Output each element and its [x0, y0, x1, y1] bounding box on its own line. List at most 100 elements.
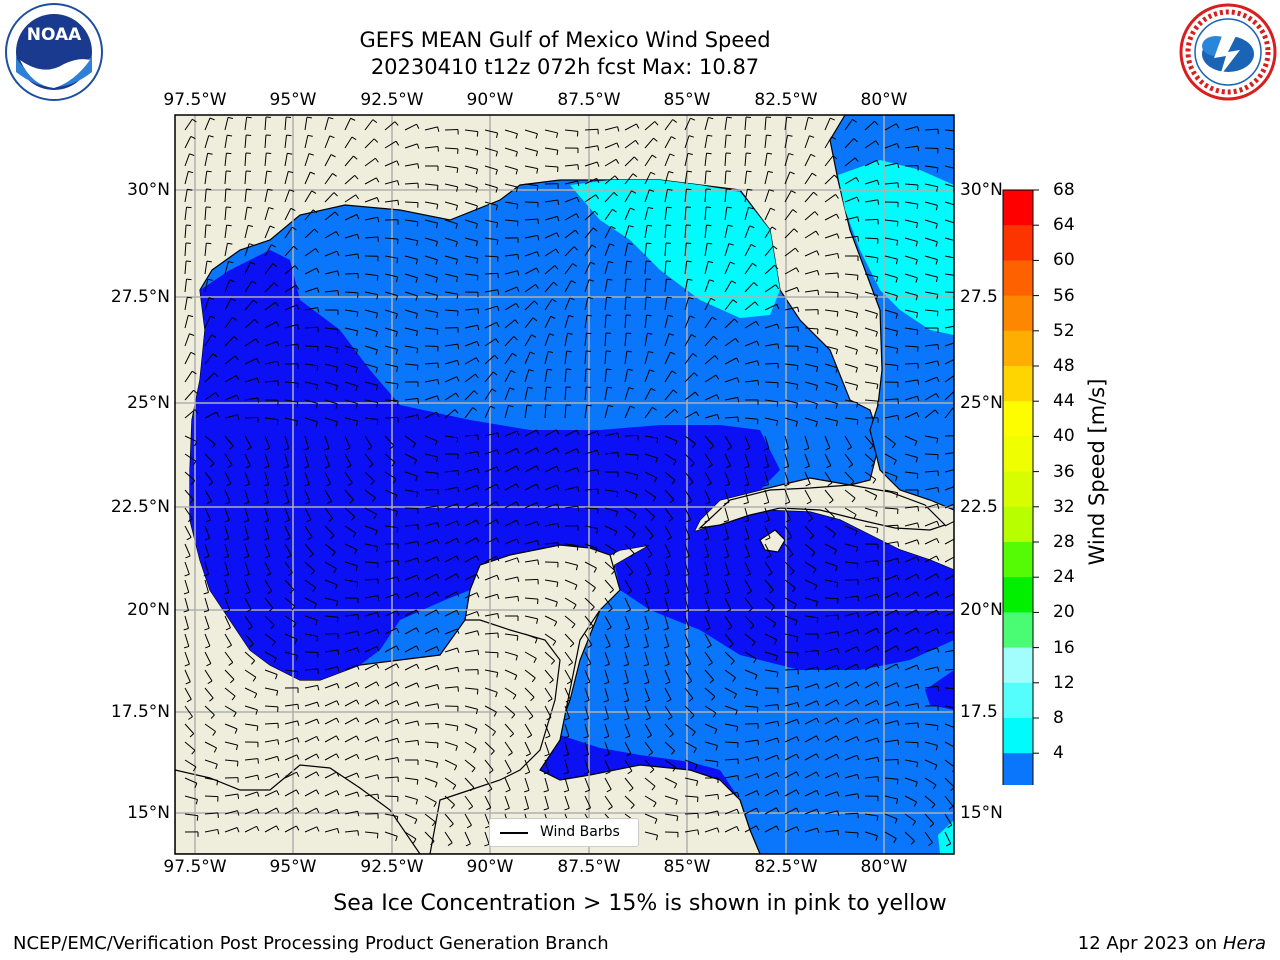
wind-barb — [244, 189, 247, 203]
wind-barb-flag — [876, 384, 879, 390]
wind-barb — [644, 597, 650, 611]
wind-barb-flag — [916, 473, 919, 479]
wind-barb-flag — [536, 267, 540, 273]
wind-barb-flag — [671, 370, 677, 374]
wind-barb — [384, 699, 397, 707]
wind-barb — [224, 453, 233, 466]
wind-barb-flag — [772, 245, 778, 250]
wind-barb-flag — [605, 645, 611, 649]
wind-barb-flag — [597, 469, 600, 475]
wind-barb-flag — [809, 535, 815, 540]
wind-barb — [384, 273, 398, 278]
wind-barb-flag — [575, 565, 579, 571]
wind-barb-flag — [836, 213, 840, 219]
wind-barb-flag — [496, 222, 499, 228]
wind-barb-flag — [257, 758, 259, 764]
wind-barb — [744, 189, 748, 203]
wind-barb-flag — [592, 587, 596, 592]
wind-barb-flag — [727, 626, 733, 631]
wind-barb-flag — [491, 388, 497, 393]
wind-barb — [804, 615, 818, 619]
wind-barb-flag — [183, 591, 189, 595]
wind-barb — [364, 157, 376, 167]
wind-barb-flag — [776, 825, 780, 831]
wind-barb-flag — [810, 153, 816, 157]
wind-barb — [384, 255, 398, 259]
wind-barb-flag — [815, 753, 820, 759]
wind-barb-flag — [416, 492, 419, 498]
wind-barb-flag — [396, 593, 400, 599]
wind-barb — [744, 579, 752, 592]
wind-barb — [524, 300, 535, 311]
wind-barb-flag — [230, 298, 236, 302]
wind-barb — [384, 291, 398, 297]
wind-barb — [304, 453, 310, 467]
wind-barb-flag — [636, 474, 639, 480]
wind-barb-flag — [474, 373, 479, 379]
wind-barb — [444, 343, 458, 347]
colorbar-segment — [1003, 577, 1033, 613]
wind-barb-flag — [208, 297, 214, 300]
wind-barb-flag — [744, 537, 750, 541]
wind-barb-flag — [543, 808, 549, 811]
wind-barb-flag — [766, 152, 773, 155]
wind-barb-flag — [512, 694, 517, 700]
wind-barb-flag — [787, 536, 792, 541]
wind-barb-flag — [816, 808, 820, 814]
wind-barb-flag — [936, 186, 939, 192]
wind-barb — [404, 163, 418, 167]
wind-barb — [464, 502, 477, 509]
wind-barb — [844, 812, 859, 815]
wind-barb — [204, 334, 213, 347]
colorbar-segment — [1003, 682, 1033, 719]
wind-barb — [924, 344, 938, 347]
wind-barb — [444, 628, 458, 635]
wind-barb — [724, 396, 738, 401]
wind-barb — [804, 700, 818, 707]
wind-barb — [704, 298, 712, 311]
wind-barb — [424, 309, 438, 314]
wind-barb-flag — [273, 657, 277, 663]
wind-barb — [924, 255, 938, 261]
wind-barb — [284, 471, 290, 485]
wind-barb — [464, 813, 472, 826]
wind-barb — [324, 471, 331, 484]
wind-barb-flag — [449, 823, 454, 828]
wind-barb-flag — [206, 242, 212, 245]
wind-barb-flag — [831, 136, 837, 140]
wind-barb — [524, 351, 531, 365]
wind-barb — [304, 507, 312, 520]
wind-barb — [284, 208, 292, 221]
colorbar-segment — [1003, 612, 1033, 649]
lat-label-right: 17.5 — [960, 702, 998, 722]
wind-barb — [184, 471, 196, 481]
wind-barb — [764, 704, 778, 707]
wind-barb-flag — [705, 501, 711, 505]
wind-barb — [844, 176, 857, 185]
wind-barb — [504, 795, 510, 809]
wind-barb-flag — [650, 516, 655, 521]
wind-barb — [264, 301, 276, 311]
wind-barb — [944, 147, 954, 151]
wind-barb-flag — [191, 118, 197, 123]
wind-barb-flag — [492, 371, 498, 376]
wind-barb-flag — [550, 660, 555, 665]
wind-barb — [604, 175, 616, 185]
wind-barb — [704, 117, 709, 131]
wind-barb-flag — [837, 830, 840, 836]
wind-barb — [824, 717, 837, 725]
colorbar-segment — [1003, 190, 1033, 226]
wind-barb-flag — [389, 445, 395, 450]
wind-barb-flag — [244, 483, 250, 487]
wind-barb — [944, 165, 954, 169]
wind-barb-flag — [475, 187, 478, 193]
wind-barb — [244, 338, 257, 347]
wind-barb — [304, 417, 318, 423]
wind-barb — [324, 649, 338, 653]
wind-barb-flag — [737, 397, 740, 403]
colorbar-segment — [1003, 506, 1033, 543]
wind-barb-flag — [307, 536, 313, 541]
wind-barb-flag — [757, 380, 760, 386]
wind-barb-flag — [676, 816, 679, 822]
wind-barb — [644, 333, 648, 347]
